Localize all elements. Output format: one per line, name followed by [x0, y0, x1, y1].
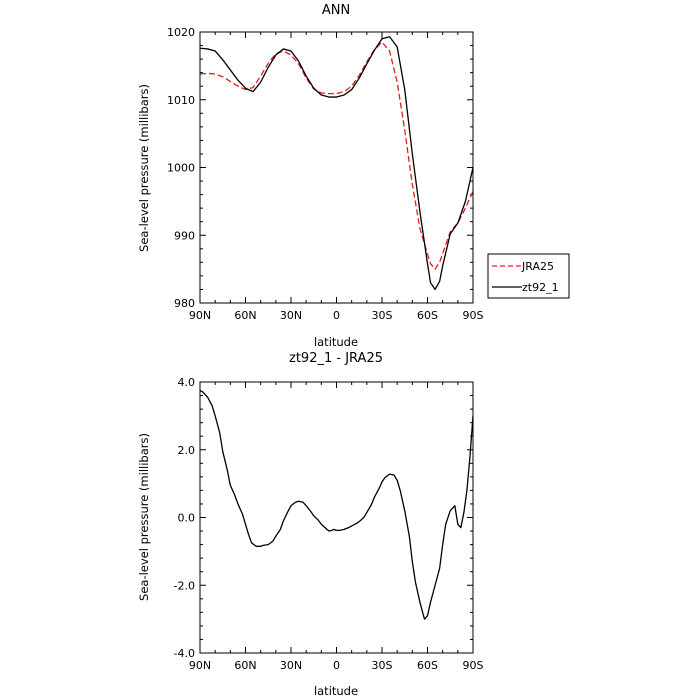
y-tick-label: 980	[174, 297, 195, 310]
bottom-panel-ticks	[199, 381, 474, 654]
top-panel-tick-labels: 90N 60N 30N 0 30S 60S 90S 980 990 1000 1010 1020	[167, 26, 484, 322]
x-tick-label: 30S	[372, 309, 393, 322]
x-tick-label: 90S	[463, 659, 484, 672]
x-tick-label: 60N	[234, 309, 256, 322]
bottom-panel-title: zt92_1 - JRA25	[289, 351, 383, 366]
x-tick-label: 90N	[189, 309, 211, 322]
y-tick-label: 1000	[167, 162, 195, 175]
x-tick-label: 30N	[280, 309, 302, 322]
y-tick-label: 1020	[167, 26, 195, 39]
top-panel-series	[199, 36, 474, 291]
x-tick-label: 90N	[189, 659, 211, 672]
top-panel-ticks	[199, 31, 474, 304]
top-panel-title: ANN	[322, 3, 350, 18]
y-tick-label: 1010	[167, 94, 195, 107]
series-line-jra25	[199, 41, 474, 270]
bottom-panel-ylabel: Sea-level pressure (millibars)	[137, 433, 151, 601]
x-tick-label: 0	[333, 309, 340, 322]
x-tick-label: 0	[333, 659, 340, 672]
bottom-panel-series	[199, 389, 474, 620]
y-tick-label: -4.0	[174, 647, 195, 660]
legend-label-zt92-1: zt92_1	[522, 281, 559, 294]
y-tick-label: 0.0	[178, 512, 196, 525]
bottom-panel-tick-labels: 90N 60N 30N 0 30S 60S 90S -4.0 -2.0 0.0 2.0 4.0	[174, 376, 484, 672]
x-tick-label: 30N	[280, 659, 302, 672]
bottom-panel-frame	[199, 381, 474, 654]
x-tick-label: 60S	[417, 309, 438, 322]
legend-label-jra25: JRA25	[521, 260, 554, 273]
x-tick-label: 60S	[417, 659, 438, 672]
x-tick-label: 60N	[234, 659, 256, 672]
series-line-panel1-0	[199, 389, 474, 620]
y-tick-label: 2.0	[178, 444, 196, 457]
y-tick-label: 4.0	[178, 376, 196, 389]
top-panel: ANN 90N 60N 30N 0 30S 60S 90S 980 990 1000 1010 102…	[137, 3, 570, 349]
legend-box	[487, 253, 570, 299]
series-line-zt92-1	[199, 36, 474, 291]
bottom-panel: zt92_1 - JRA25 90N 60N 30N 0 30S 60S 90S -4.0 -2…	[137, 351, 484, 698]
y-tick-label: -2.0	[174, 579, 195, 592]
legend: JRA25 zt92_1	[487, 253, 570, 299]
top-panel-xlabel: latitude	[314, 335, 358, 349]
x-tick-label: 30S	[372, 659, 393, 672]
top-panel-frame	[199, 31, 474, 304]
bottom-panel-xlabel: latitude	[314, 684, 358, 698]
top-panel-ylabel: Sea-level pressure (millibars)	[137, 84, 151, 252]
x-tick-label: 90S	[463, 309, 484, 322]
y-tick-label: 990	[174, 229, 195, 242]
